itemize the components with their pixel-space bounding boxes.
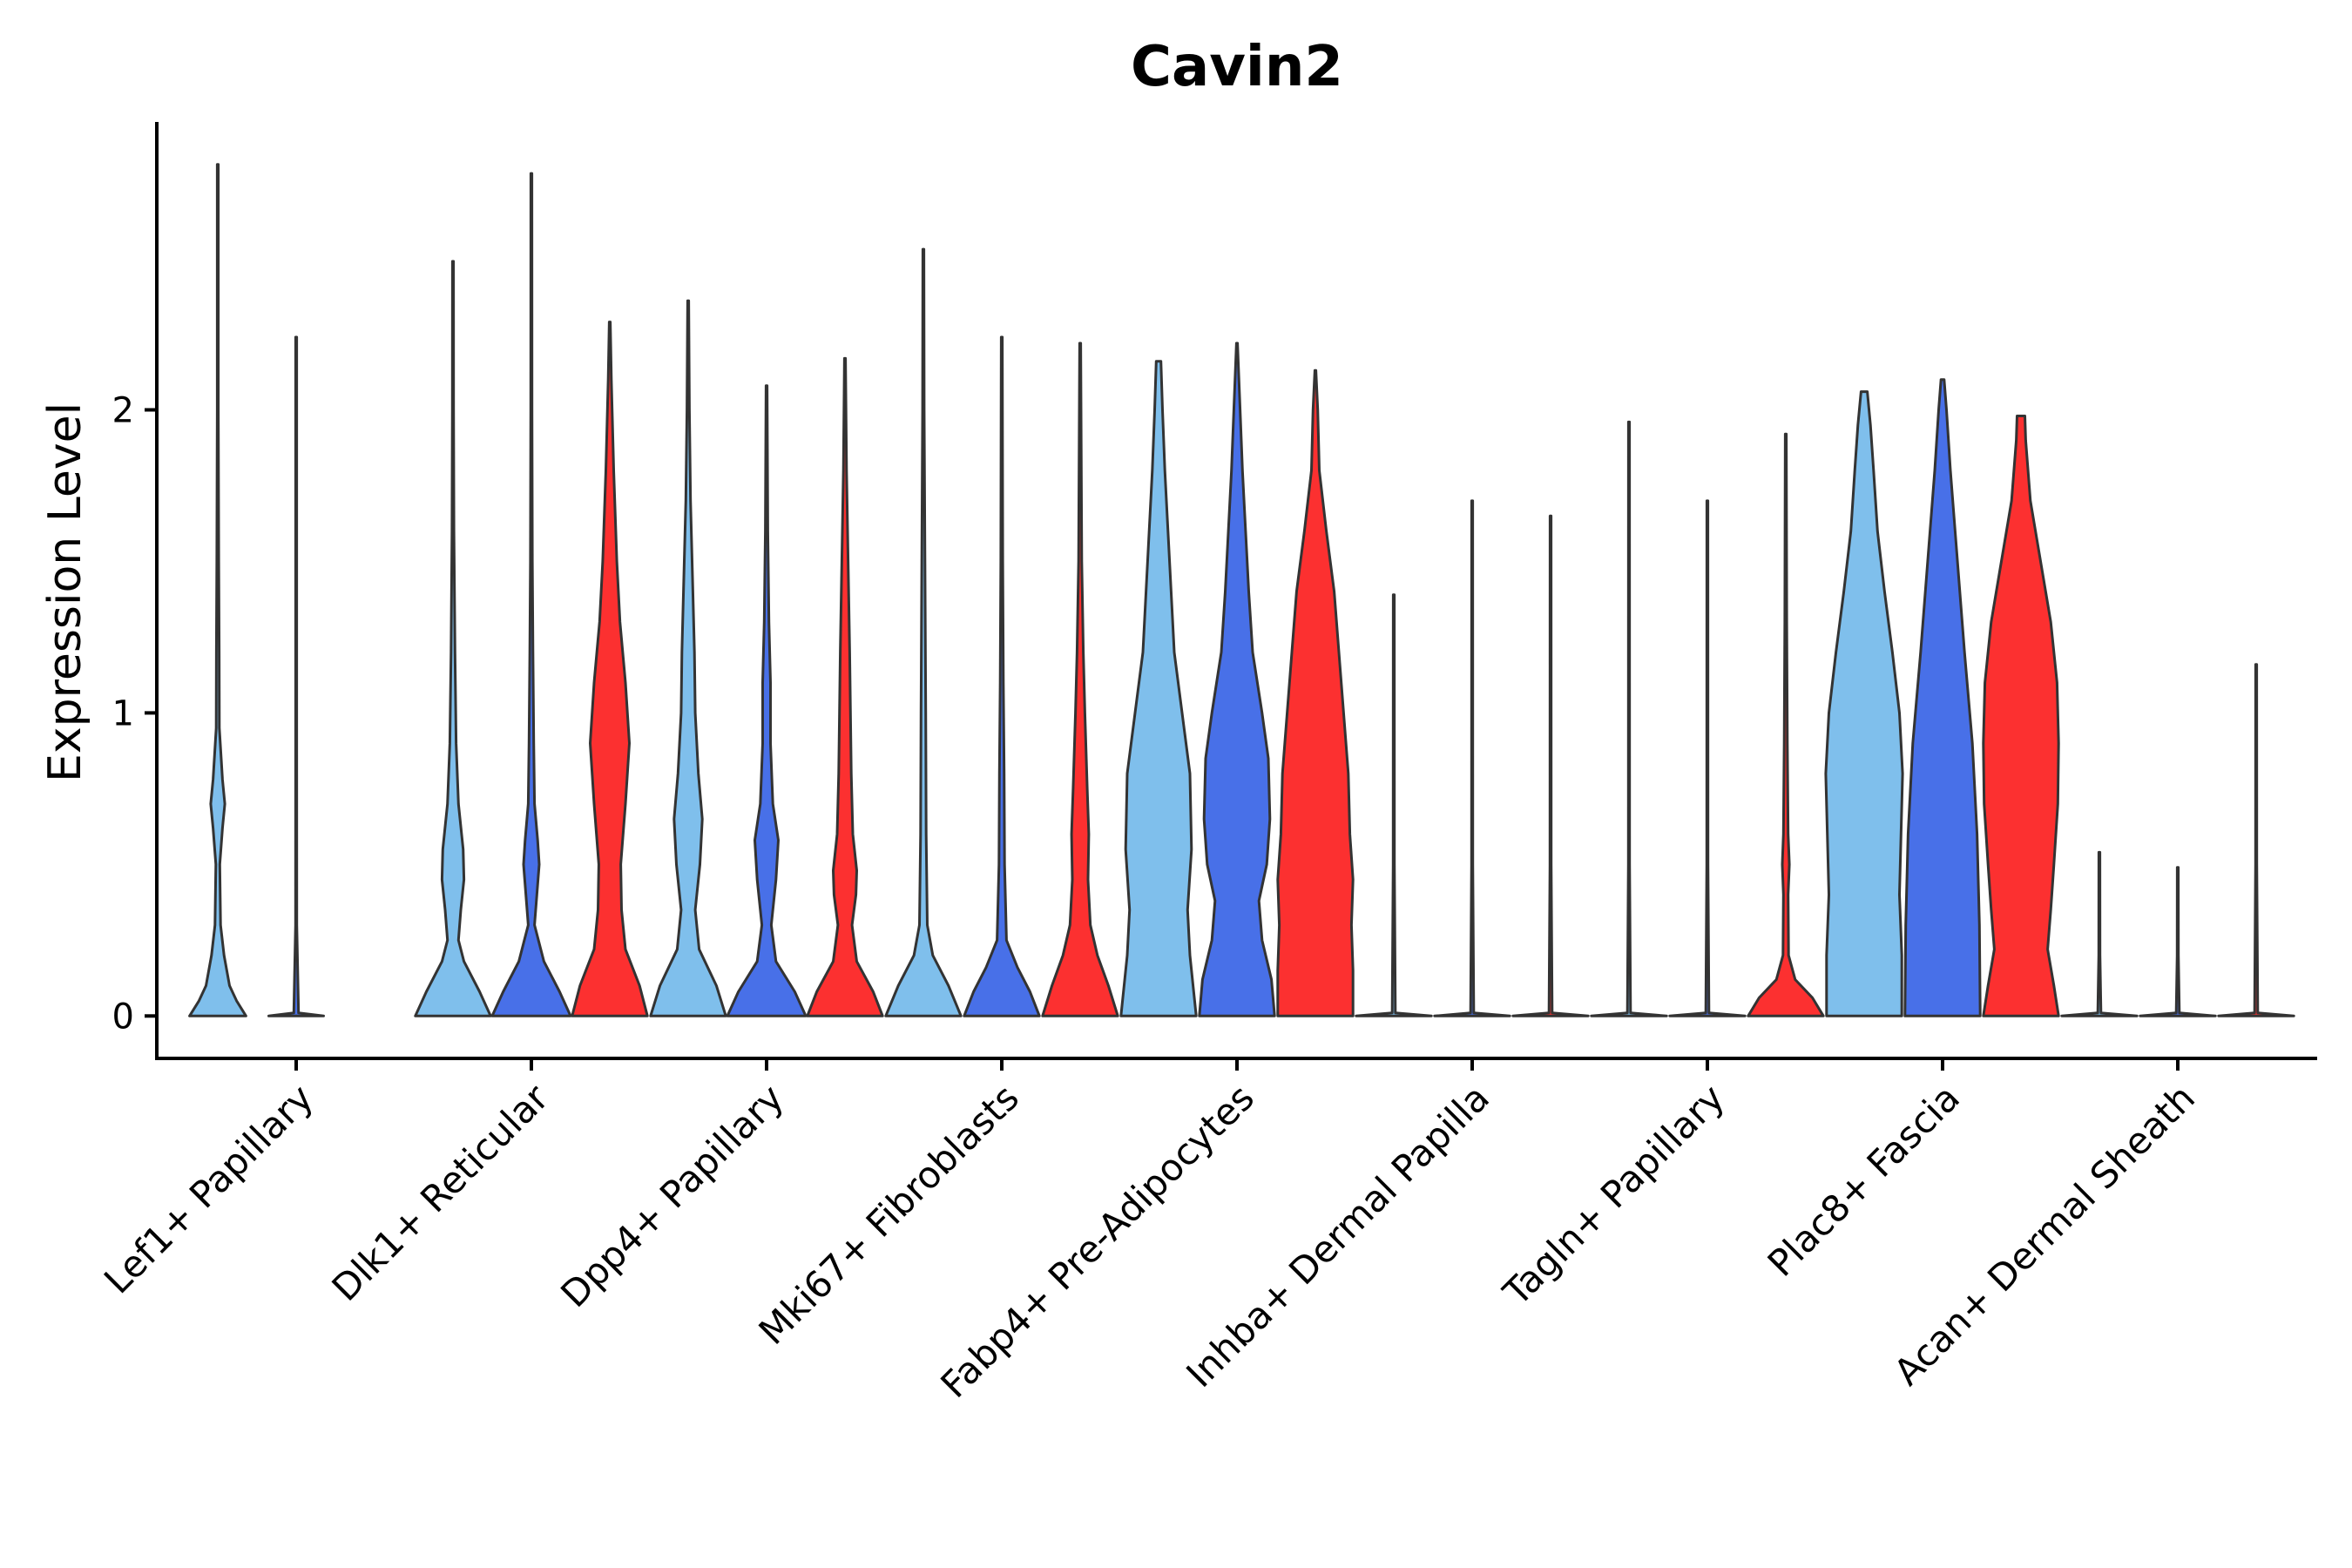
violin-group: [188, 163, 2295, 1017]
violin-3-1: [963, 335, 1041, 1017]
violin-1-0: [414, 260, 492, 1017]
violin-2-1: [726, 384, 808, 1017]
x-tick-label: Tagln+ Papillary: [1495, 1076, 1733, 1314]
violin-4-0: [1119, 360, 1198, 1017]
x-tick-label: Plac8+ Fascia: [1760, 1076, 1968, 1284]
x-tick-label: Lef1+ Papillary: [96, 1076, 321, 1301]
violin-5-0: [1355, 593, 1433, 1017]
violin-4-2: [1276, 368, 1355, 1017]
violin-0-1: [267, 335, 325, 1017]
violin-7-1: [1903, 378, 1982, 1017]
violin-8-1: [2139, 866, 2217, 1017]
x-tick-label: Dlk1+ Reticular: [324, 1076, 558, 1309]
chart-title: Cavin2: [1131, 35, 1343, 99]
y-ticks: 0 1 2: [112, 391, 157, 1037]
violin-5-1: [1433, 499, 1511, 1017]
violin-7-0: [1824, 390, 1904, 1017]
x-tick-label: Mki67+ Fibroblasts: [751, 1076, 1027, 1352]
y-axis-label: Expression Level: [39, 402, 91, 782]
violin-8-2: [2217, 663, 2295, 1017]
y-tick-label: 0: [112, 997, 134, 1037]
violin-8-0: [2060, 850, 2139, 1017]
violin-3-2: [1041, 341, 1119, 1017]
violin-6-2: [1747, 432, 1825, 1017]
x-tick-label: Dpp4+ Papillary: [552, 1076, 792, 1315]
violin-3-0: [884, 247, 963, 1017]
violin-4-1: [1198, 341, 1276, 1017]
y-tick-label: 1: [112, 693, 134, 733]
violin-5-2: [1511, 514, 1590, 1017]
violin-7-2: [1982, 415, 2060, 1017]
violin-6-0: [1590, 420, 1668, 1017]
y-tick-label: 2: [112, 391, 134, 431]
violin-2-2: [806, 356, 884, 1017]
violin-1-1: [490, 172, 572, 1017]
violin-0-0: [188, 163, 247, 1017]
violin-6-1: [1668, 499, 1747, 1017]
violin-1-2: [571, 321, 649, 1017]
violin-2-0: [649, 299, 727, 1017]
